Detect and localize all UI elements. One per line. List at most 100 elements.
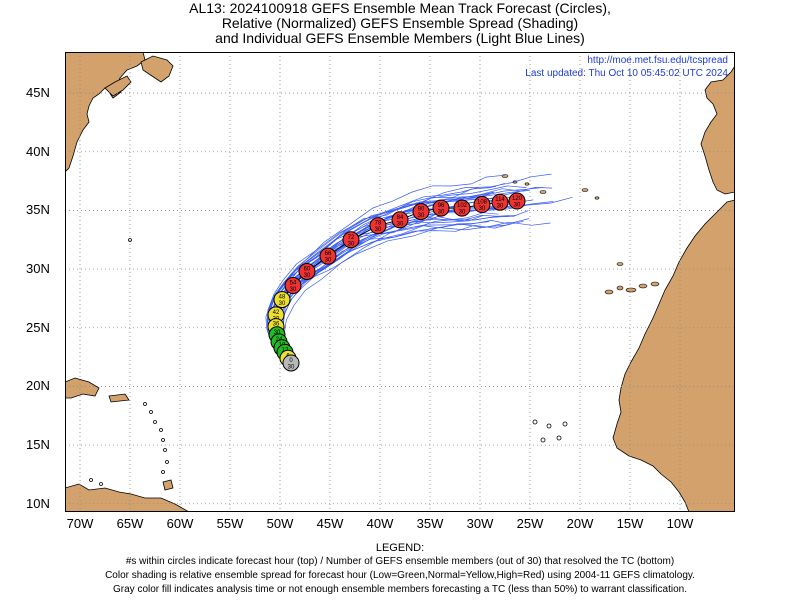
forecast-circle-fill (284, 277, 302, 295)
forecast-circle-fill (508, 192, 526, 210)
x-tick-label: 40W (366, 516, 394, 531)
x-tick-label: 60W (166, 516, 194, 531)
x-tick-label: 25W (516, 516, 544, 531)
x-tick-label: 35W (416, 516, 444, 531)
landmass-iberia (700, 52, 735, 195)
member-track (267, 220, 524, 364)
forecast-hour-label: 36 (273, 322, 280, 328)
forecast-circle-fill (369, 217, 387, 235)
forecast-circle-fill (453, 199, 471, 217)
forecast-hour-label: 114 (495, 197, 505, 203)
land-layer (65, 52, 735, 512)
member-count-label: 30 (514, 203, 521, 209)
forecast-circle-fill (432, 199, 450, 217)
forecast-hour-label: 60 (304, 266, 311, 272)
member-count-label: 30 (479, 206, 486, 212)
forecast-hour-label: 120 (512, 196, 523, 202)
map-panel: 120 30 114 30 108 30 102 30 96 30 90 30 84 30 78 30 72 30… (65, 52, 735, 512)
member-track (279, 201, 554, 364)
member-count-label: 30 (497, 204, 504, 210)
x-tick-label: 70W (66, 516, 94, 531)
member-count-label: 30 (325, 258, 332, 264)
member-count-label: 30 (290, 287, 297, 293)
forecast-circle-fill (298, 262, 316, 280)
forecast-circle-fill (319, 247, 337, 265)
forecast-circle: 030 (282, 354, 300, 372)
forecast-hour-label: 84 (397, 215, 404, 221)
y-tick-label: 45N (26, 85, 50, 101)
forecast-circle-fill (391, 211, 409, 229)
y-tick-label: 30N (26, 261, 50, 277)
member-count-label: 30 (418, 213, 425, 219)
forecast-hour-label: 90 (418, 207, 425, 213)
title-line-1: AL13: 2024100918 GEFS Ensemble Mean Trac… (189, 0, 611, 16)
y-tick-label: 15N (26, 437, 50, 453)
x-tick-label: 10W (666, 516, 694, 531)
forecast-hour-label: 66 (325, 251, 332, 257)
landmass-trinidad (162, 479, 174, 491)
member-track (270, 205, 515, 364)
lat-lon-grid (65, 52, 735, 512)
member-track (271, 218, 530, 364)
forecast-hour-label: 0 (289, 358, 293, 364)
landmass-africa (612, 199, 735, 512)
y-tick-label: 25N (26, 319, 50, 335)
member-track (273, 221, 551, 364)
forecast-circle-fill (282, 354, 300, 372)
legend-heading: LEGEND: (375, 542, 425, 554)
cape-verde-islands (532, 419, 568, 443)
y-tick-label: 20N (26, 378, 50, 394)
landmass-hispaniola (65, 377, 100, 399)
x-tick-label: 30W (466, 516, 494, 531)
title-line-3: and Individual GEFS Ensemble Members (Li… (215, 30, 585, 46)
member-count-label: 30 (397, 221, 404, 227)
y-tick-label: 10N (26, 495, 50, 511)
legend-line-2: Color shading is relative ensemble sprea… (105, 570, 695, 581)
member-count-label: 30 (459, 210, 466, 216)
forecast-circle-fill (491, 193, 509, 211)
member-count-label: 30 (438, 210, 445, 216)
forecast-hour-label: 30 (274, 330, 281, 336)
x-tick-label: 65W (116, 516, 144, 531)
lesser-antilles (89, 402, 169, 486)
landmass-north-america (65, 52, 146, 173)
landmass-south-america (65, 483, 190, 512)
track-map: 1203011430108301023096309030843078307230… (65, 52, 735, 512)
forecast-circle-fill (273, 291, 291, 309)
x-tick-label: 15W (616, 516, 644, 531)
credit-updated: Last updated: Thu Oct 10 05:45:02 UTC 20… (525, 68, 728, 79)
forecast-hour-label: 72 (348, 235, 355, 241)
y-tick-label: 40N (26, 143, 50, 159)
legend-line-1: #s within circles indicate forecast hour… (125, 556, 675, 567)
member-track (271, 223, 511, 364)
canary-islands (604, 281, 660, 295)
x-tick-label: 45W (316, 516, 344, 531)
forecast-hour-label: 96 (438, 203, 445, 209)
y-tick-label: 35N (26, 202, 50, 218)
madeira-island (616, 262, 624, 266)
forecast-hour-label: 102 (457, 203, 468, 209)
forecast-hour-label: 108 (477, 200, 488, 206)
landmass-puerto-rico (108, 393, 130, 403)
member-count-label: 30 (348, 241, 355, 247)
bermuda-island (128, 238, 132, 242)
member-track (271, 221, 490, 364)
credit-url[interactable]: http://moe.met.fsu.edu/tcspread (587, 55, 728, 66)
forecast-circle-fill (342, 231, 360, 249)
forecast-hour-label: 48 (279, 295, 286, 301)
x-tick-label: 50W (266, 516, 294, 531)
member-count-label: 30 (288, 364, 295, 370)
legend-line-3: Gray color fill indicates analysis time … (113, 584, 687, 595)
member-count-label: 30 (304, 273, 311, 279)
